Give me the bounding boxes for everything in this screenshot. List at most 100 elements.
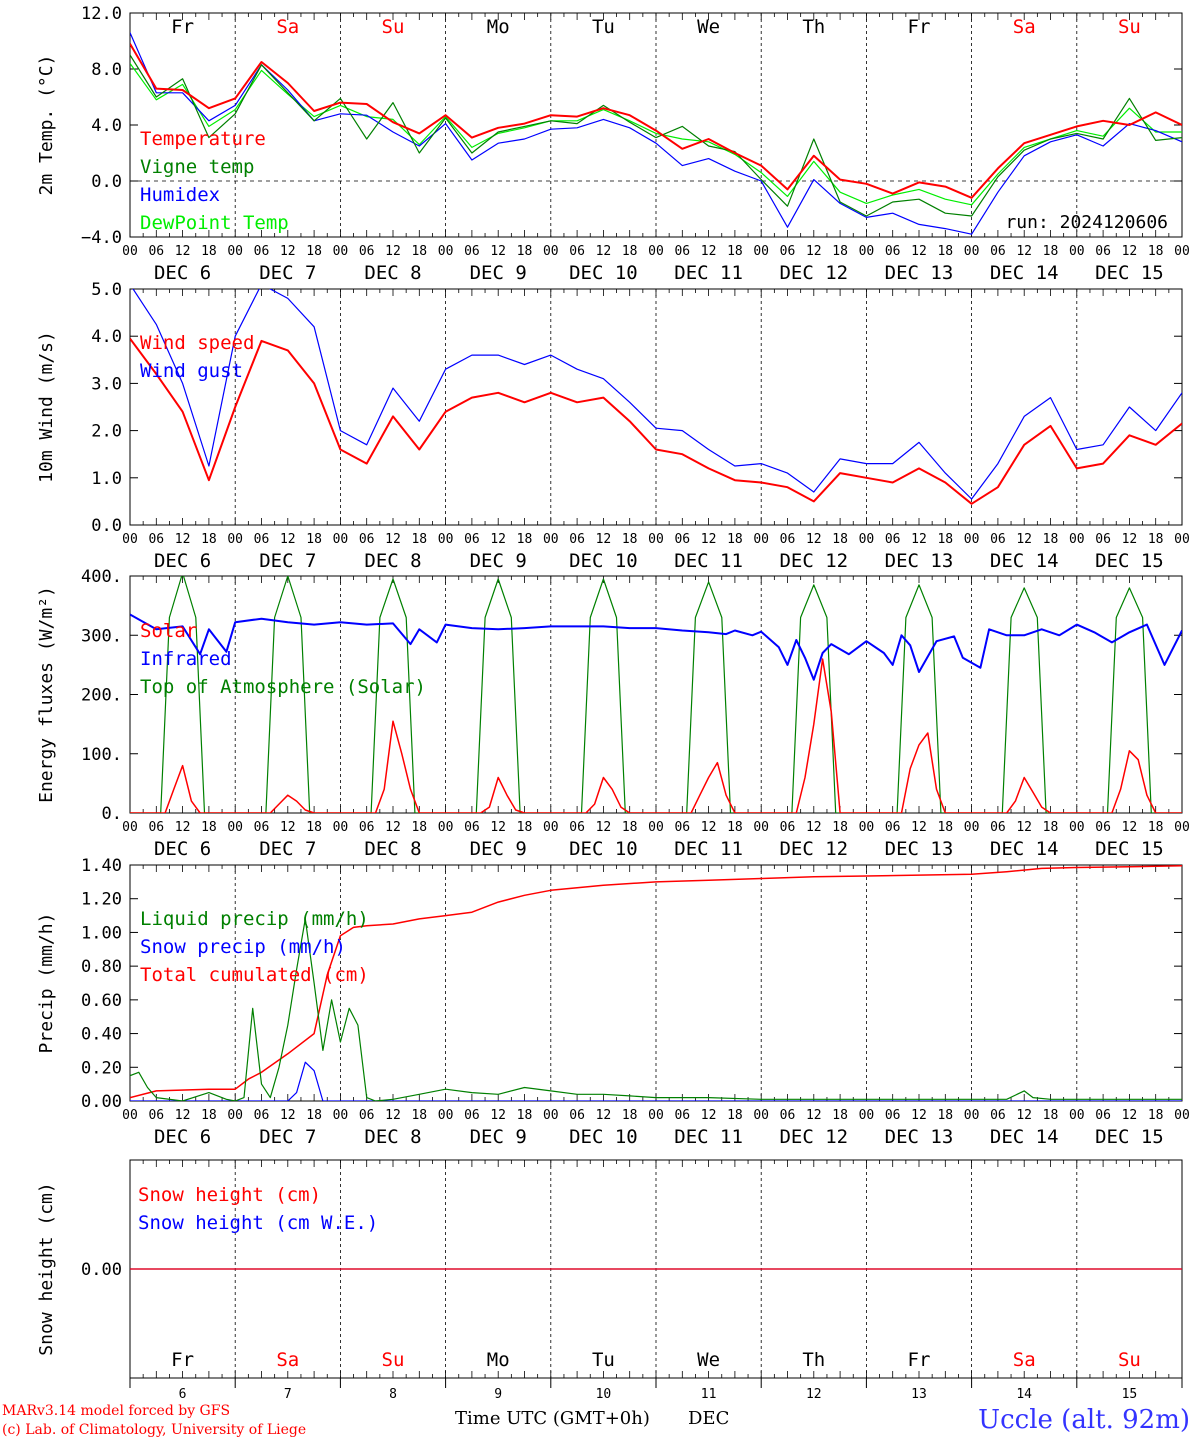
hour-tick-label: 12 bbox=[1122, 820, 1138, 835]
plot-frame bbox=[129, 12, 1183, 238]
series-line-1 bbox=[130, 918, 1182, 1101]
hour-tick-label: 06 bbox=[885, 1108, 901, 1123]
y-tick-label: 5.0 bbox=[91, 280, 122, 300]
hour-tick-label: 18 bbox=[832, 820, 848, 835]
hour-tick-label: 12 bbox=[701, 532, 717, 547]
date-label: DEC 14 bbox=[990, 1126, 1059, 1148]
hour-tick-label: 00 bbox=[964, 1108, 980, 1123]
hour-tick-label: 12 bbox=[596, 244, 612, 259]
date-number-label: 13 bbox=[911, 1387, 927, 1402]
date-number-label: 14 bbox=[1016, 1387, 1032, 1402]
hour-tick-label: 12 bbox=[806, 820, 822, 835]
weekday-label: We bbox=[697, 1349, 720, 1371]
date-label: DEC 13 bbox=[885, 1126, 954, 1148]
hour-tick-label: 12 bbox=[280, 244, 296, 259]
y-tick-label: 0.0 bbox=[91, 172, 122, 192]
hour-tick-label: 00 bbox=[122, 820, 138, 835]
date-label: DEC 12 bbox=[779, 550, 848, 572]
date-label: DEC 11 bbox=[674, 550, 743, 572]
series-line-1 bbox=[130, 338, 1182, 505]
hour-tick-label: 18 bbox=[832, 244, 848, 259]
hour-tick-label: 06 bbox=[464, 532, 480, 547]
hour-tick-label: 00 bbox=[1174, 820, 1190, 835]
hour-tick-label: 00 bbox=[543, 1108, 559, 1123]
hour-tick-label: 12 bbox=[490, 820, 506, 835]
hour-tick-label: 00 bbox=[122, 1108, 138, 1123]
weekday-label: Su bbox=[1118, 1349, 1141, 1371]
hour-tick-label: 06 bbox=[780, 244, 796, 259]
y-tick-label: 300. bbox=[81, 626, 122, 646]
date-label: DEC 12 bbox=[779, 262, 848, 284]
y-axis-label: Snow height (cm) bbox=[36, 1182, 57, 1355]
weekday-label: Su bbox=[382, 16, 405, 38]
hour-tick-label: 06 bbox=[359, 820, 375, 835]
hour-tick-label: 00 bbox=[227, 244, 243, 259]
date-label: DEC 6 bbox=[154, 550, 211, 572]
hour-tick-label: 18 bbox=[1148, 1108, 1164, 1123]
hour-tick-label: 06 bbox=[780, 820, 796, 835]
hour-tick-label: 18 bbox=[411, 820, 427, 835]
date-number-label: 8 bbox=[389, 1387, 397, 1402]
date-number-label: 10 bbox=[596, 1387, 612, 1402]
hour-tick-label: 00 bbox=[333, 1108, 349, 1123]
hour-tick-label: 18 bbox=[937, 1108, 953, 1123]
station-label: Uccle (alt. 92m) bbox=[978, 1405, 1190, 1435]
weekday-label: Fr bbox=[908, 1349, 931, 1371]
hour-tick-label: 18 bbox=[517, 1108, 533, 1123]
weekday-label: Fr bbox=[171, 1349, 194, 1371]
hour-tick-label: 00 bbox=[859, 1108, 875, 1123]
hour-tick-label: 06 bbox=[569, 532, 585, 547]
hour-tick-label: 00 bbox=[438, 532, 454, 547]
hour-tick-label: 00 bbox=[753, 1108, 769, 1123]
hour-tick-label: 06 bbox=[254, 820, 270, 835]
legend-label: Snow precip (mm/h) bbox=[140, 936, 346, 958]
date-number-label: 11 bbox=[701, 1387, 717, 1402]
legend-label: Wind speed bbox=[140, 332, 254, 354]
hour-tick-label: 18 bbox=[727, 1108, 743, 1123]
hour-tick-label: 06 bbox=[148, 1108, 164, 1123]
hour-tick-label: 12 bbox=[806, 244, 822, 259]
hour-tick-label: 06 bbox=[359, 244, 375, 259]
y-tick-label: 0.60 bbox=[81, 991, 122, 1011]
weekday-label: Fr bbox=[171, 16, 194, 38]
hour-tick-label: 00 bbox=[333, 532, 349, 547]
date-label: DEC 6 bbox=[154, 262, 211, 284]
date-label: DEC 7 bbox=[259, 550, 316, 572]
hour-tick-label: 00 bbox=[859, 244, 875, 259]
date-label: DEC 15 bbox=[1095, 838, 1164, 860]
panel-wind: 0.0 1.0 2.0 3.0 4.0 5.0 10m Wind (m/s) 00 06 12 18… bbox=[36, 280, 1190, 572]
weekday-label: We bbox=[697, 16, 720, 38]
y-axis-label: Energy fluxes (W/m²) bbox=[36, 586, 57, 803]
series-line-2 bbox=[132, 289, 1182, 500]
hour-tick-label: 18 bbox=[727, 820, 743, 835]
y-tick-label: 0.80 bbox=[81, 957, 122, 977]
hour-tick-label: 18 bbox=[411, 1108, 427, 1123]
date-label: DEC 11 bbox=[674, 262, 743, 284]
legend-label: Temperature bbox=[140, 128, 266, 150]
date-label: DEC 10 bbox=[569, 1126, 638, 1148]
y-tick-label: 0.40 bbox=[81, 1025, 122, 1045]
hour-tick-label: 00 bbox=[543, 820, 559, 835]
hour-tick-label: 00 bbox=[543, 532, 559, 547]
hour-tick-label: 06 bbox=[359, 532, 375, 547]
hour-tick-label: 18 bbox=[306, 1108, 322, 1123]
y-tick-label: 200. bbox=[81, 686, 122, 706]
hour-tick-label: 18 bbox=[517, 244, 533, 259]
hour-tick-label: 18 bbox=[517, 820, 533, 835]
hour-tick-label: 06 bbox=[1095, 244, 1111, 259]
hour-tick-label: 12 bbox=[911, 820, 927, 835]
hour-tick-label: 12 bbox=[1122, 532, 1138, 547]
y-tick-label: 1.20 bbox=[81, 890, 122, 910]
y-tick-label: 1.00 bbox=[81, 923, 122, 943]
hour-tick-label: 12 bbox=[1122, 1108, 1138, 1123]
y-tick-label: 0.00 bbox=[81, 1092, 122, 1112]
legend-label: Vigne temp bbox=[140, 156, 254, 178]
y-axis-label: 10m Wind (m/s) bbox=[36, 331, 57, 483]
hour-tick-label: 06 bbox=[674, 820, 690, 835]
hour-tick-label: 06 bbox=[464, 820, 480, 835]
hour-tick-label: 12 bbox=[280, 1108, 296, 1123]
hour-tick-label: 00 bbox=[648, 1108, 664, 1123]
hour-tick-label: 12 bbox=[1016, 244, 1032, 259]
hour-tick-label: 00 bbox=[1174, 244, 1190, 259]
hour-tick-label: 12 bbox=[701, 244, 717, 259]
